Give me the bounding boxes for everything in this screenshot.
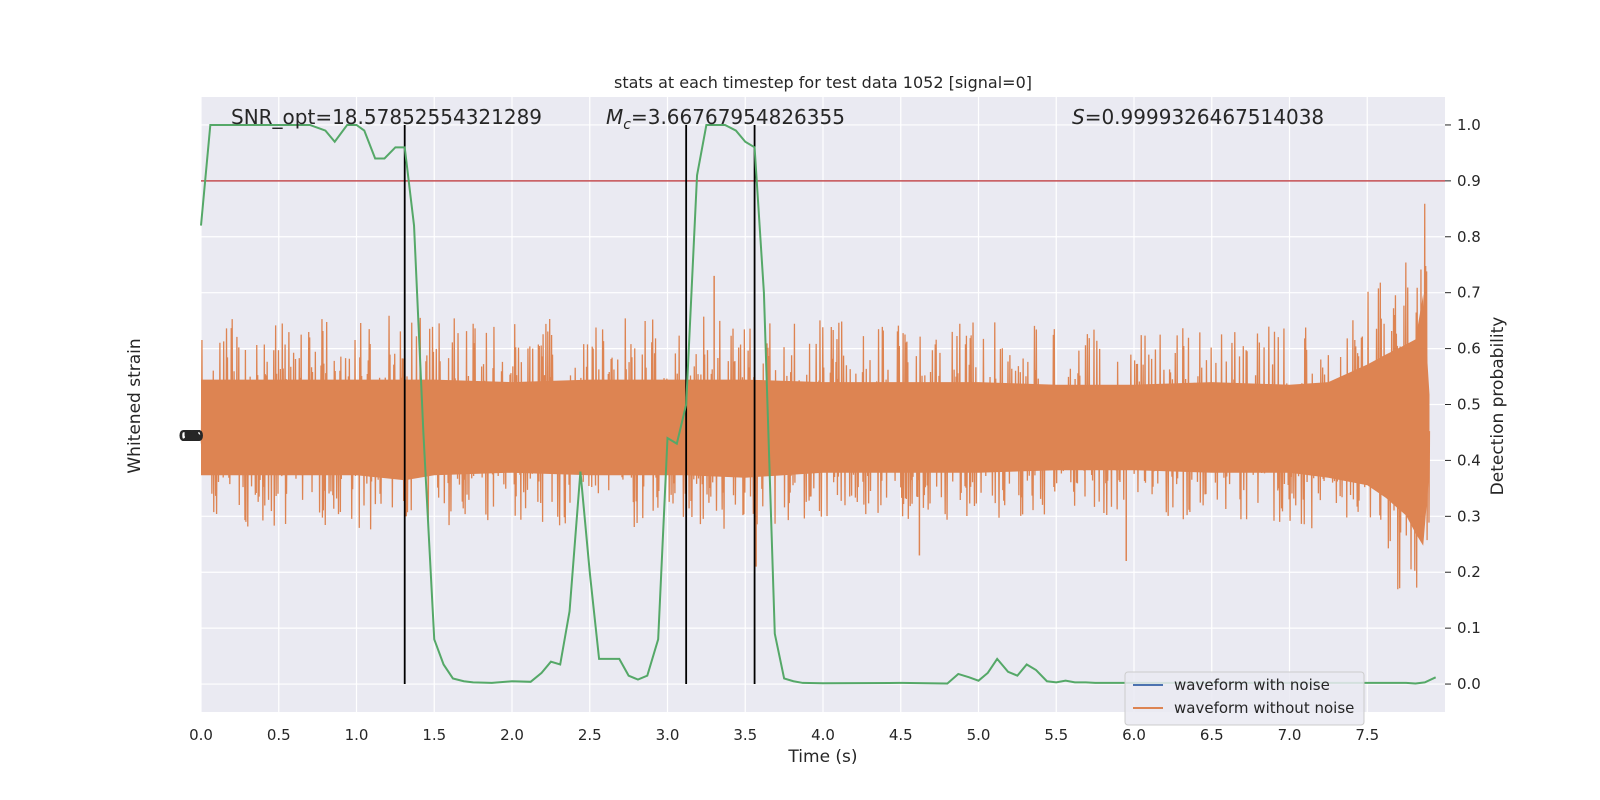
x-tick-label: 2.5 (578, 726, 602, 744)
s-annotation: S=0.9999326467514038 (1072, 105, 1324, 129)
y-tick-label: 0.7 (1457, 284, 1481, 302)
x-tick-label: 4.5 (889, 726, 913, 744)
probability-line (200, 123, 1437, 685)
y-ticks-right: 0.0 0.1 0.2 0.3 0.4 0.5 0.6 0.7 0.8 0.9 1.0 (1445, 116, 1481, 693)
left-tick-cluster: -0.5 0.0 0.5 1.0 (179, 429, 203, 441)
x-tick-label: 1.0 (345, 726, 369, 744)
x-ticks: 0.0 0.5 1.0 1.5 2.0 2.5 3.0 3.5 4.0 4.5 5.0 5.5 6.0 6… (189, 726, 1379, 744)
y-axis-label-left: Whitened strain (125, 338, 145, 473)
strain-traces (200, 203, 1431, 590)
legend-label-without-noise: waveform without noise (1174, 699, 1354, 717)
chirp-mass-symbol: M (606, 105, 623, 129)
chirp-mass-annotation: Mc=3.66767954826355 (606, 105, 845, 133)
x-tick-label: 7.5 (1355, 726, 1379, 744)
legend: waveform with noise waveform without noi… (1124, 671, 1365, 726)
snr-annotation: SNR_opt=18.57852554321289 (231, 105, 542, 129)
y-tick-label: 0.3 (1457, 507, 1481, 525)
y-tick-label: 0.9 (1457, 172, 1481, 190)
y-tick-label: 0.4 (1457, 451, 1481, 469)
x-axis-label: Time (s) (787, 747, 857, 767)
y-tick-label: 0.2 (1457, 563, 1481, 581)
x-tick-label: 4.0 (811, 726, 835, 744)
x-tick-label: 0.5 (267, 726, 291, 744)
x-tick-label: 6.5 (1200, 726, 1224, 744)
x-tick-label: 2.0 (500, 726, 524, 744)
x-tick-label: 0.0 (189, 726, 213, 744)
s-value: =0.9999326467514038 (1085, 105, 1324, 129)
s-symbol: S (1072, 105, 1085, 129)
strain-band (201, 294, 1430, 546)
x-tick-label: 6.0 (1122, 726, 1146, 744)
legend-label-with-noise: waveform with noise (1174, 676, 1330, 694)
x-tick-label: 1.5 (422, 726, 446, 744)
x-tick-label: 7.0 (1278, 726, 1302, 744)
x-tick-label: 3.5 (733, 726, 757, 744)
x-tick-label: 5.5 (1044, 726, 1068, 744)
y-tick-label: 0.5 (1457, 396, 1481, 414)
y-tick-label: 0.6 (1457, 340, 1481, 358)
x-tick-label: 5.0 (967, 726, 991, 744)
y-tick-label: 0.1 (1457, 619, 1481, 637)
y-tick-label: 0.8 (1457, 228, 1481, 246)
y-tick-label: 0.0 (1457, 675, 1481, 693)
chirp-mass-subscript: c (623, 117, 631, 133)
chart-title: stats at each timestep for test data 105… (614, 73, 1032, 92)
x-tick-label: 3.0 (656, 726, 680, 744)
y-tick-label: 1.0 (1457, 116, 1481, 134)
chirp-mass-value: =3.66767954826355 (631, 105, 845, 129)
y-axis-label-right: Detection probability (1488, 317, 1508, 496)
probability-series (200, 123, 1437, 685)
legend-box (1124, 671, 1365, 726)
